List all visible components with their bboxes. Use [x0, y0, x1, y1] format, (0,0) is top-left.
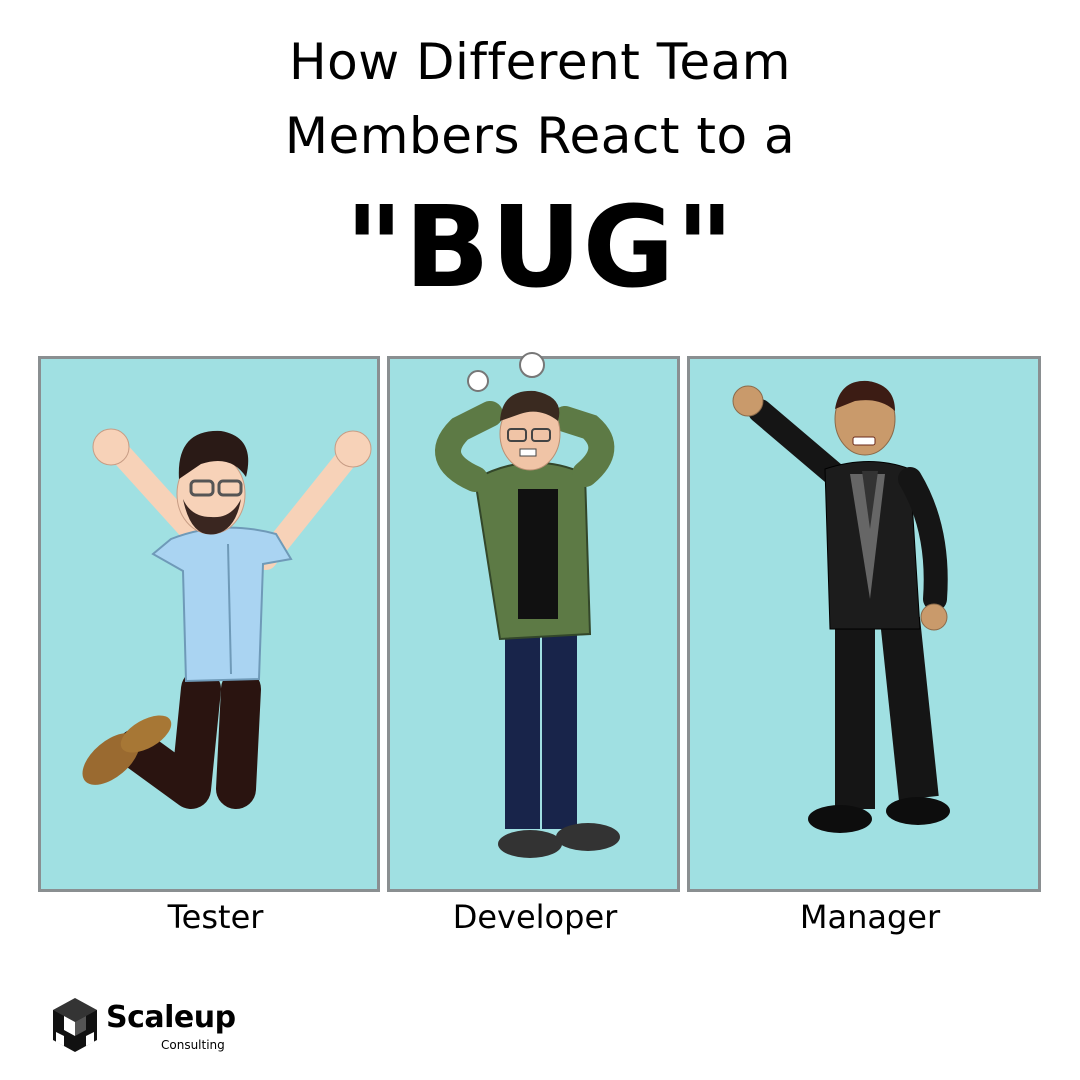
manager-label: Manager: [799, 898, 941, 936]
tester-panel: [38, 356, 380, 892]
developer-illustration: [435, 352, 620, 858]
manager-panel: [687, 356, 1041, 892]
developer-label: Developer: [452, 898, 618, 936]
logo-mark-icon: [53, 998, 97, 1052]
tester-label: Tester: [167, 898, 264, 936]
brand-name: Scaleup: [106, 1000, 236, 1035]
brand-tagline: Consulting: [161, 1038, 225, 1052]
title-line-1: How Different Team: [289, 33, 791, 91]
title-line-2: Members React to a: [284, 107, 796, 165]
manager-illustration: [732, 380, 950, 833]
title-highlight: "BUG": [345, 183, 735, 313]
developer-panel: [387, 352, 680, 892]
brand-logo: Scaleup Consulting: [50, 996, 250, 1056]
tester-illustration: [82, 428, 372, 809]
